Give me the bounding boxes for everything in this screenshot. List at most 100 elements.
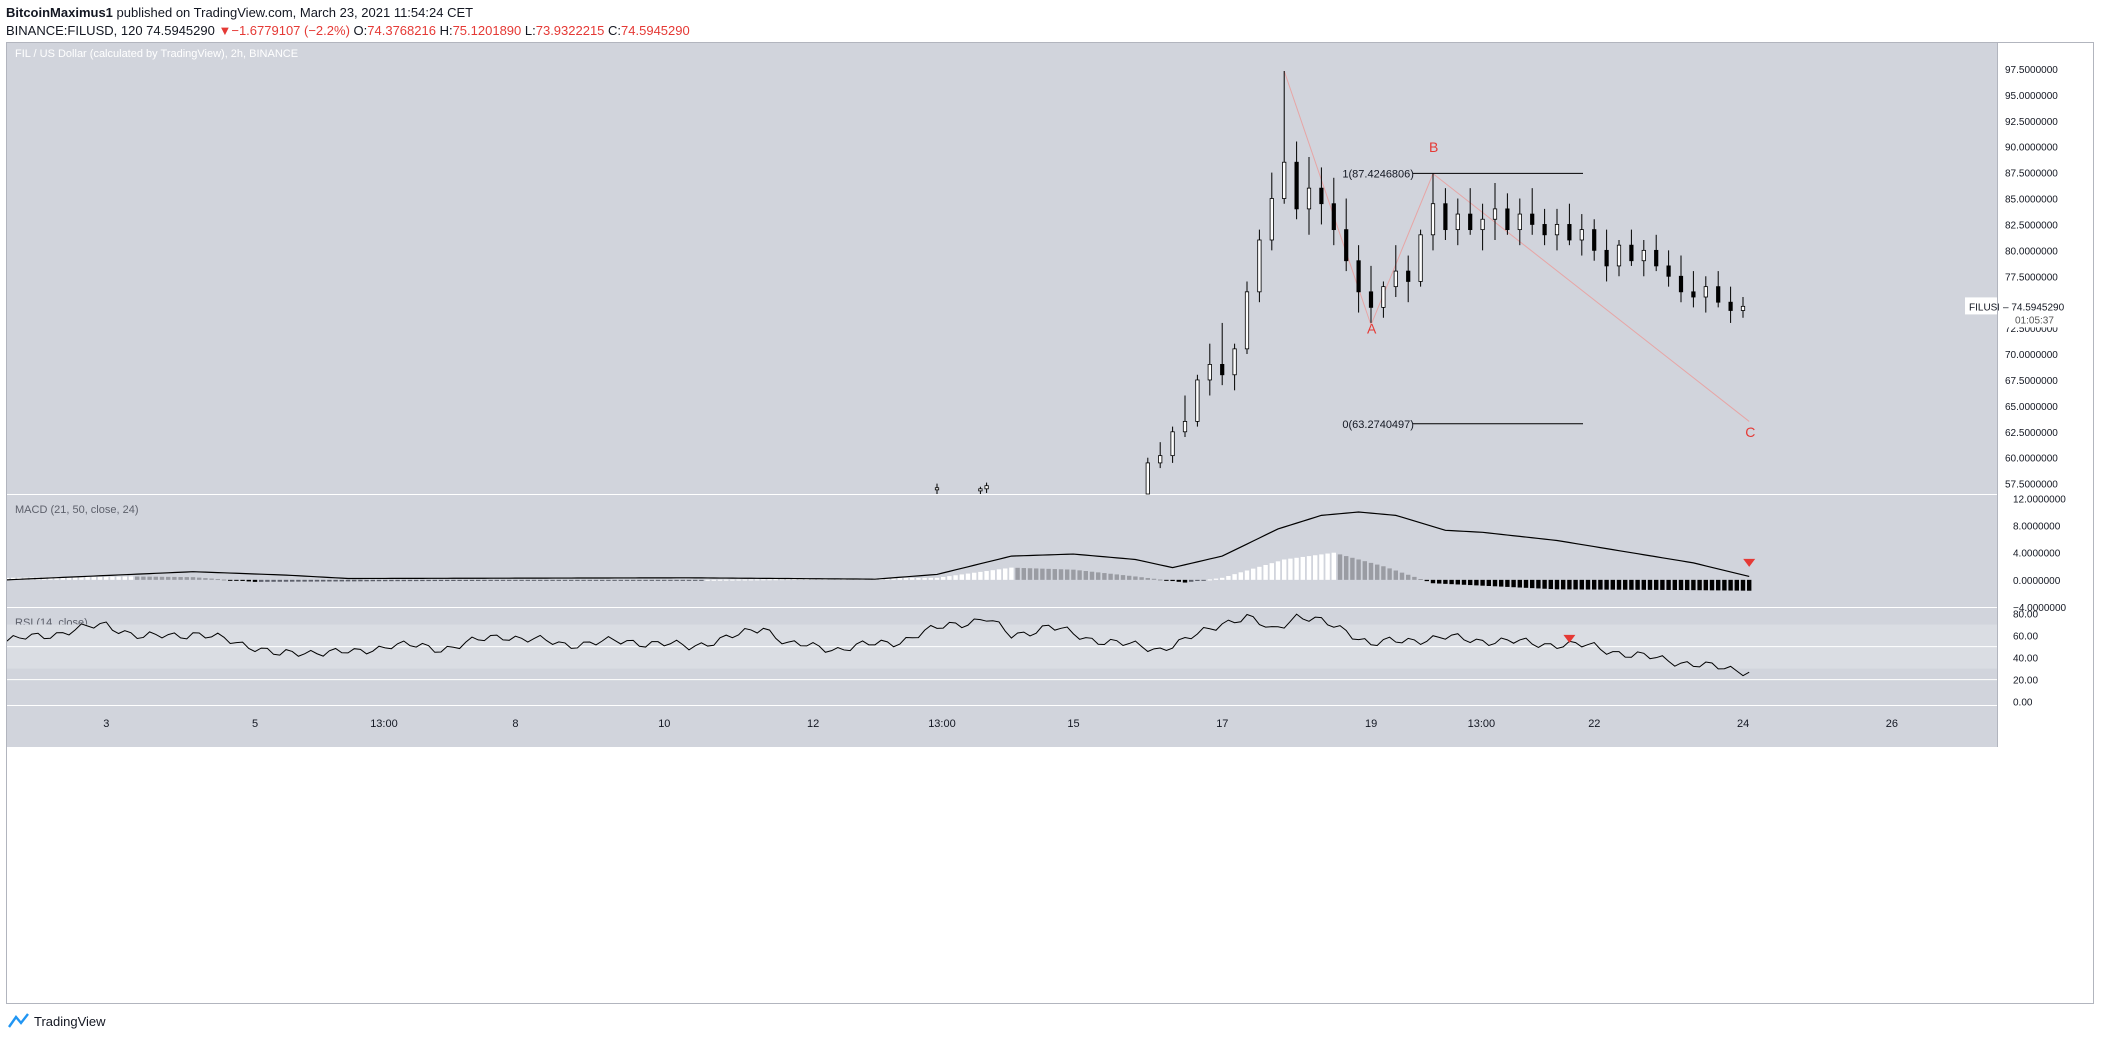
- macd-histogram-bar: [482, 579, 487, 581]
- candle-body[interactable]: [1654, 249, 1659, 267]
- macd-histogram-bar: [1697, 579, 1702, 591]
- macd-histogram-bar: [1220, 577, 1225, 580]
- candle-body[interactable]: [1554, 224, 1560, 236]
- candle-body[interactable]: [1294, 161, 1299, 210]
- rsi-line[interactable]: [7, 613, 1750, 677]
- candle-body[interactable]: [1517, 213, 1522, 231]
- candle-body[interactable]: [1592, 229, 1597, 251]
- price-pane-bg[interactable]: [7, 43, 1997, 494]
- footer: TradingView: [8, 1013, 106, 1029]
- macd-histogram-bar: [1350, 557, 1355, 580]
- candle-body[interactable]: [1282, 161, 1287, 199]
- candle-body[interactable]: [1344, 229, 1349, 262]
- candle-body[interactable]: [1455, 213, 1460, 231]
- candle-body[interactable]: [1182, 421, 1188, 433]
- macd-histogram-bar: [91, 576, 96, 580]
- macd-histogram-bar: [1356, 559, 1361, 580]
- candle-body[interactable]: [1244, 291, 1250, 350]
- candle-body[interactable]: [1158, 455, 1163, 464]
- macd-histogram-bar: [1319, 554, 1324, 580]
- fib-level-label: 1(87.4246806): [1342, 168, 1414, 180]
- candle-body[interactable]: [1145, 462, 1150, 495]
- macd-pane-bg[interactable]: [7, 495, 1997, 607]
- candle-body[interactable]: [1480, 218, 1485, 231]
- macd-histogram-bar: [556, 579, 561, 581]
- macd-histogram-bar: [1430, 579, 1436, 584]
- candle-body[interactable]: [934, 487, 940, 491]
- wave-label: C: [1745, 424, 1755, 440]
- macd-histogram-bar: [1734, 579, 1739, 591]
- candle-body[interactable]: [1542, 224, 1547, 236]
- candle-body[interactable]: [1505, 208, 1510, 231]
- candle-body[interactable]: [1170, 431, 1175, 457]
- candle-body[interactable]: [1368, 291, 1374, 308]
- macd-histogram-bar: [507, 579, 512, 581]
- time-tick-label: 13:00: [370, 718, 398, 730]
- candle-body[interactable]: [1207, 364, 1212, 381]
- macd-histogram-bar: [104, 576, 109, 580]
- macd-histogram-bar: [1536, 579, 1541, 589]
- candle-body[interactable]: [1604, 249, 1609, 267]
- quote-line: BINANCE:FILUSD, 120 74.5945290 ▼−1.67791…: [6, 22, 690, 40]
- candle-body[interactable]: [1492, 208, 1498, 220]
- macd-tick-label: −4.0000000: [2013, 603, 2067, 614]
- macd-histogram-bar: [401, 579, 406, 582]
- macd-histogram-bar: [1530, 579, 1535, 589]
- time-axis-bg[interactable]: [7, 706, 1997, 747]
- macd-histogram-bar: [488, 579, 493, 581]
- candle-body[interactable]: [1740, 305, 1746, 311]
- chart-svg[interactable]: FIL / US Dollar (calculated by TradingVi…: [7, 43, 2093, 1003]
- macd-line[interactable]: [7, 511, 1750, 581]
- macd-histogram-bar: [438, 579, 444, 582]
- candle-body[interactable]: [1728, 301, 1733, 311]
- wave-count-line: [1283, 70, 1750, 422]
- candle-body[interactable]: [1703, 286, 1708, 298]
- chart-frame[interactable]: FIL / US Dollar (calculated by TradingVi…: [6, 42, 2094, 1004]
- candle-body[interactable]: [1356, 260, 1361, 293]
- candle-body[interactable]: [1691, 291, 1696, 298]
- macd-histogram-bar: [1691, 579, 1696, 591]
- candle-body[interactable]: [1678, 275, 1684, 293]
- candle-body[interactable]: [1257, 239, 1262, 293]
- macd-histogram-bar: [612, 579, 617, 581]
- candle-body[interactable]: [1430, 203, 1436, 236]
- macd-histogram-bar: [97, 576, 103, 580]
- candle-body[interactable]: [1269, 198, 1274, 241]
- candle-body[interactable]: [1716, 286, 1721, 303]
- candle-body[interactable]: [1306, 187, 1312, 210]
- macd-histogram-bar: [420, 579, 425, 582]
- candle-body[interactable]: [1443, 203, 1448, 231]
- candle-body[interactable]: [1530, 213, 1535, 225]
- candle-body[interactable]: [1381, 286, 1386, 308]
- macd-histogram-bar: [1021, 568, 1026, 580]
- candle-body[interactable]: [1567, 224, 1572, 241]
- candle-body[interactable]: [1616, 244, 1622, 267]
- candle-body[interactable]: [1195, 379, 1200, 422]
- candle-body[interactable]: [1220, 364, 1225, 376]
- candle-body[interactable]: [1579, 229, 1584, 241]
- candle-body[interactable]: [1468, 213, 1473, 231]
- candle-body[interactable]: [1418, 234, 1423, 282]
- macd-histogram-bar: [903, 578, 909, 580]
- candle-body[interactable]: [1666, 265, 1671, 277]
- candle-body[interactable]: [1331, 203, 1336, 231]
- candle-body[interactable]: [1406, 270, 1411, 282]
- candle-body[interactable]: [1629, 244, 1634, 262]
- candle-body[interactable]: [984, 485, 989, 490]
- macd-histogram-bar: [1269, 563, 1274, 580]
- macd-histogram-bar: [370, 579, 375, 582]
- candle-body[interactable]: [978, 488, 983, 492]
- macd-histogram-bar: [221, 579, 227, 581]
- candle-body[interactable]: [1641, 249, 1646, 262]
- candle-body[interactable]: [1393, 270, 1398, 288]
- macd-histogram-bar: [1089, 571, 1095, 580]
- macd-histogram-bar: [1151, 578, 1157, 580]
- candle-body[interactable]: [1319, 187, 1324, 205]
- macd-histogram-bar: [308, 579, 313, 582]
- tradingview-logo-icon[interactable]: [8, 1013, 30, 1029]
- author-name[interactable]: BitcoinMaximus1: [6, 5, 113, 20]
- rsi-tick-label: 0.00: [2013, 698, 2033, 709]
- macd-histogram-bar: [1443, 579, 1448, 584]
- candle-body[interactable]: [1232, 348, 1237, 376]
- footer-brand[interactable]: TradingView: [34, 1013, 106, 1029]
